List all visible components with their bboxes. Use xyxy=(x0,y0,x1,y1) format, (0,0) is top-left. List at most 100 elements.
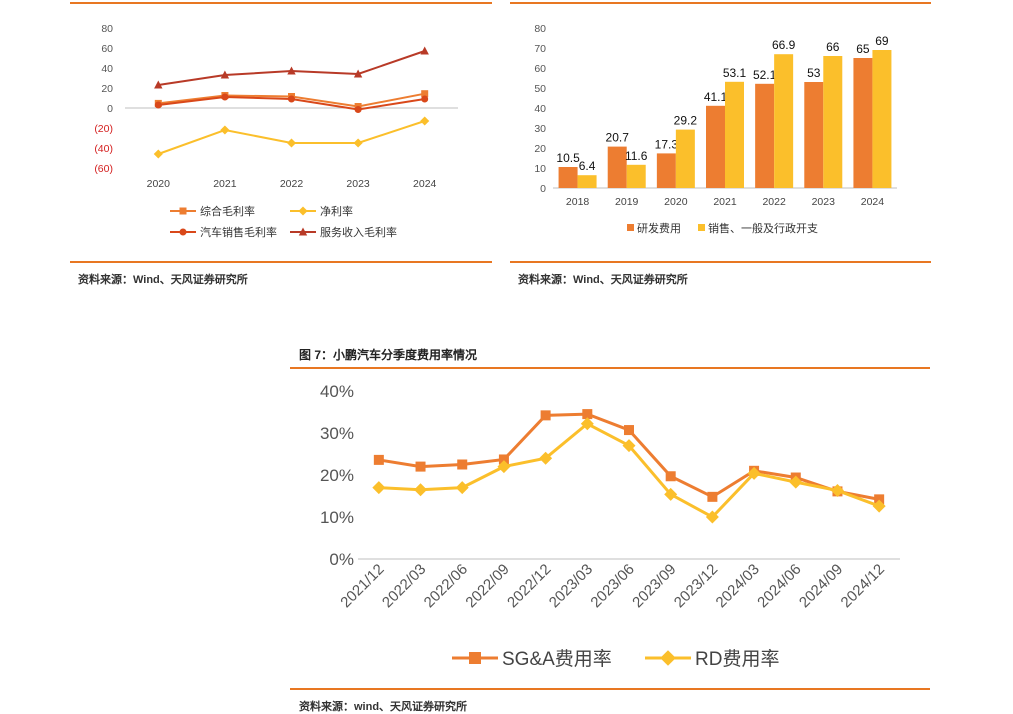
data-point xyxy=(220,70,230,79)
x-tick-label: 2023/12 xyxy=(671,561,721,611)
data-point xyxy=(154,80,163,89)
data-point xyxy=(154,99,162,107)
data-point xyxy=(421,95,429,103)
y-tick-label: 20 xyxy=(101,83,113,95)
bar-rd xyxy=(607,146,627,188)
data-point xyxy=(872,499,886,513)
bar-sga xyxy=(577,175,597,188)
x-tick-label: 2023 xyxy=(346,178,370,190)
x-tick-label: 2021 xyxy=(713,196,737,208)
data-point xyxy=(540,410,551,421)
data-point xyxy=(221,93,229,101)
data-point xyxy=(830,484,844,498)
x-tick-label: 2023/09 xyxy=(629,561,679,611)
data-point xyxy=(288,95,295,103)
y-tick-label: 30% xyxy=(320,424,354,443)
data-label: 10.5 xyxy=(556,151,580,165)
legend-swatch xyxy=(698,224,705,231)
bar-sga xyxy=(823,56,843,188)
y-tick-label: 60 xyxy=(101,43,113,55)
right-bottom-rule xyxy=(510,261,931,263)
y-tick-label: 0% xyxy=(329,550,354,569)
data-point xyxy=(288,93,295,100)
x-tick-label: 2018 xyxy=(566,196,590,208)
y-tick-label: 60 xyxy=(534,63,546,75)
data-point xyxy=(153,149,163,159)
series-line-0 xyxy=(158,92,425,108)
data-label: 53 xyxy=(807,66,821,80)
data-point xyxy=(874,494,885,505)
data-label: 17.3 xyxy=(655,137,679,151)
bar-rd xyxy=(853,58,873,188)
legend-swatch xyxy=(627,224,634,231)
legend-label: 综合毛利率 xyxy=(200,204,255,218)
data-point xyxy=(664,487,678,501)
bar-rd xyxy=(656,153,676,188)
data-point xyxy=(414,483,428,497)
y-tick-label: 10% xyxy=(320,508,354,527)
x-tick-label: 2021/12 xyxy=(337,561,387,611)
bar-rd xyxy=(558,167,578,188)
data-point xyxy=(154,101,162,109)
data-label: 20.7 xyxy=(606,131,630,145)
legend-label: 净利率 xyxy=(320,204,353,218)
data-point xyxy=(665,471,676,482)
bottom-bottom-rule xyxy=(290,688,930,690)
data-point xyxy=(747,466,761,480)
y-tick-label: (40) xyxy=(94,143,113,155)
data-label: 29.2 xyxy=(674,114,698,128)
y-tick-label: 40 xyxy=(101,63,113,75)
y-tick-label: 20 xyxy=(534,143,546,155)
legend-label: 销售、一般及行政开支 xyxy=(708,221,818,235)
y-tick-label: 70 xyxy=(534,43,546,55)
data-point xyxy=(749,465,760,476)
series-line-3 xyxy=(158,50,426,86)
legend-marker xyxy=(298,206,308,216)
left-bottom-rule xyxy=(70,261,492,263)
x-tick-label: 2020 xyxy=(147,178,171,190)
data-point xyxy=(420,46,429,55)
data-point xyxy=(421,90,429,98)
data-label: 69 xyxy=(875,34,889,48)
data-point xyxy=(220,125,230,135)
data-point xyxy=(455,481,469,495)
data-point xyxy=(415,461,426,472)
x-tick-label: 2023/06 xyxy=(587,561,637,611)
y-tick-label: 50 xyxy=(534,83,546,95)
data-label: 52.1 xyxy=(753,68,777,82)
data-point xyxy=(420,116,430,126)
data-point xyxy=(286,138,297,148)
series-line-0 xyxy=(378,412,880,501)
legend-label: 服务收入毛利率 xyxy=(320,225,397,239)
y-tick-label: 30 xyxy=(534,123,546,135)
x-tick-label: 2019 xyxy=(615,196,639,208)
x-tick-label: 2024 xyxy=(861,196,885,208)
x-tick-label: 2022/03 xyxy=(379,561,429,611)
right-top-rule xyxy=(510,2,931,4)
data-point xyxy=(705,510,719,524)
y-tick-label: 40 xyxy=(534,103,546,115)
x-tick-label: 2022/12 xyxy=(504,561,554,611)
data-point xyxy=(832,486,843,497)
bar-sga xyxy=(675,129,695,188)
y-tick-label: 0 xyxy=(107,103,113,115)
y-tick-label: 20% xyxy=(320,466,354,485)
data-point xyxy=(353,69,363,78)
figure-title: 图 7：小鹏汽车分季度费用率情况 xyxy=(299,348,478,362)
series-line-1 xyxy=(157,120,426,155)
data-point xyxy=(497,460,511,474)
legend-marker xyxy=(298,227,308,236)
y-tick-label: 80 xyxy=(534,23,546,35)
series-line-2 xyxy=(158,95,425,111)
x-tick-label: 2022/09 xyxy=(462,561,512,611)
data-point xyxy=(622,439,636,453)
y-tick-label: 80 xyxy=(101,23,113,35)
bar-rd xyxy=(755,83,775,188)
y-tick-label: (20) xyxy=(94,123,113,135)
x-tick-label: 2024 xyxy=(413,178,437,190)
x-tick-label: 2024/12 xyxy=(838,561,888,611)
legend-marker xyxy=(660,650,676,666)
y-tick-label: 40% xyxy=(320,382,354,401)
data-point xyxy=(790,472,801,483)
